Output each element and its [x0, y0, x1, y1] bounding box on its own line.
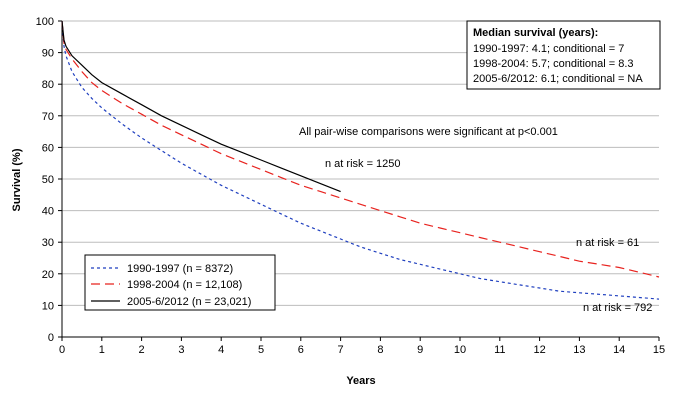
x-tick-label: 15: [653, 344, 665, 356]
x-tick-label: 5: [258, 344, 264, 356]
risk-label-1990: n at risk = 792: [583, 302, 652, 314]
x-tick-label: 9: [417, 344, 423, 356]
series-line-1: [61, 20, 660, 278]
series-lines: [61, 20, 660, 300]
x-axis-label: Years: [346, 375, 375, 387]
y-tick-label: 20: [42, 269, 54, 281]
median-box-line-1: 1990-1997: 4.1; conditional = 7: [473, 43, 624, 55]
x-tick-label: 2: [139, 344, 145, 356]
legend-label-1990: 1990-1997 (n = 8372): [127, 263, 233, 275]
x-tick-label: 8: [377, 344, 383, 356]
y-tick-label: 90: [42, 48, 54, 60]
median-survival-box: Median survival (years): 1990-1997: 4.1;…: [466, 20, 661, 90]
y-tick-labels: 0 10 20 30 40 50 60 70 80 90 100: [36, 16, 62, 344]
x-tick-label: 3: [178, 344, 184, 356]
median-box-title: Median survival (years):: [473, 27, 598, 39]
x-tick-label: 0: [59, 344, 65, 356]
series-line-2: [61, 20, 341, 193]
series-line-0: [61, 20, 660, 300]
y-tick-label: 60: [42, 142, 54, 154]
x-tick-label: 13: [573, 344, 585, 356]
pairwise-annotation: All pair-wise comparisons were significa…: [299, 126, 558, 138]
x-tick-label: 10: [454, 344, 466, 356]
y-axis-label: Survival (%): [11, 148, 23, 211]
median-box-line-3: 2005-6/2012: 6.1; conditional = NA: [473, 73, 643, 85]
legend-label-2005: 2005-6/2012 (n = 23,021): [127, 296, 251, 308]
y-tick-label: 80: [42, 79, 54, 91]
risk-label-2005: n at risk = 1250: [325, 158, 401, 170]
x-tick-label: 1: [99, 344, 105, 356]
x-tick-label: 12: [533, 344, 545, 356]
y-tick-label: 40: [42, 206, 54, 218]
y-tick-label: 50: [42, 174, 54, 186]
y-tick-label: 10: [42, 300, 54, 312]
x-tick-label: 14: [613, 344, 625, 356]
legend: 1990-1997 (n = 8372) 1998-2004 (n = 12,1…: [84, 254, 276, 311]
y-tick-label: 70: [42, 111, 54, 123]
y-tick-label: 30: [42, 237, 54, 249]
x-tick-labels: 0 1 2 3 4 5 6 7 8 9 10 11 12 13 14 15: [59, 337, 665, 356]
y-tick-label: 0: [48, 332, 54, 344]
risk-label-1998: n at risk = 61: [576, 237, 639, 249]
legend-label-1998: 1998-2004 (n = 12,108): [127, 279, 242, 291]
x-tick-label: 6: [298, 344, 304, 356]
y-tick-label: 100: [36, 16, 54, 28]
x-tick-label: 4: [218, 344, 224, 356]
x-tick-label: 7: [338, 344, 344, 356]
x-tick-label: 11: [494, 344, 505, 356]
median-box-line-2: 1998-2004: 5.7; conditional = 8.3: [473, 58, 634, 70]
